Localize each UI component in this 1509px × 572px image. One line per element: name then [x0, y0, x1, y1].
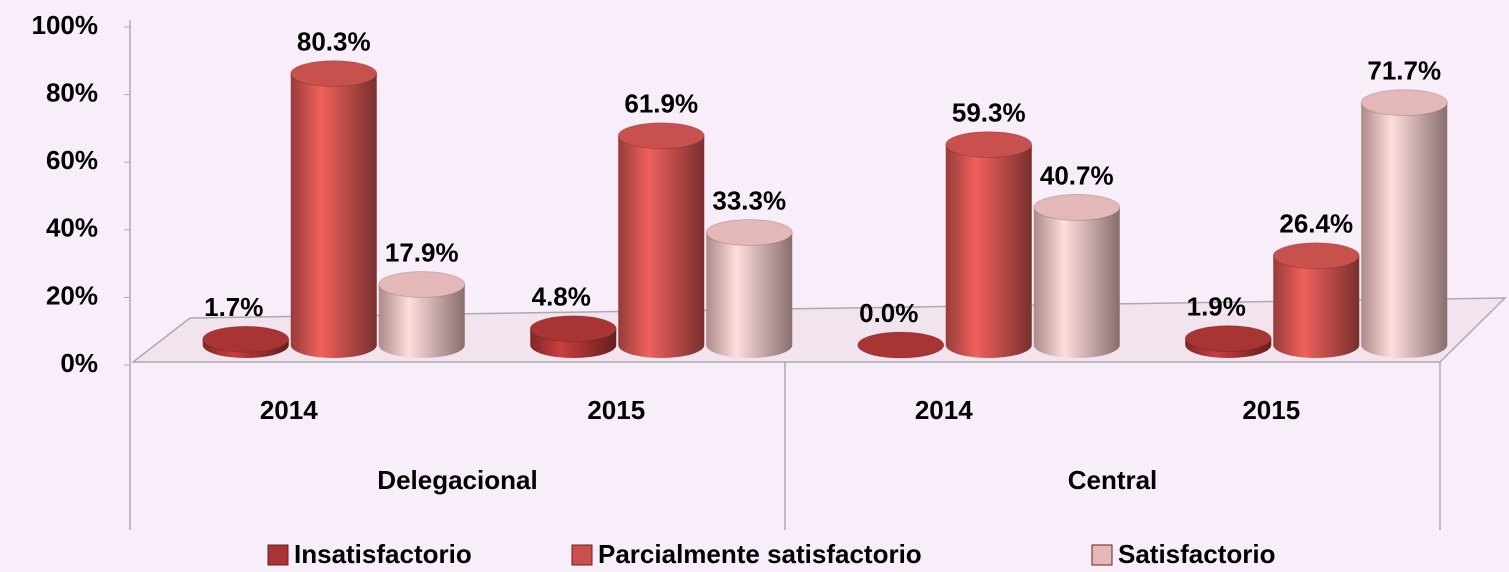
data-label: 71.7%: [1367, 56, 1441, 86]
y-tick-label: 40%: [46, 213, 98, 243]
bar: [618, 135, 705, 358]
bar: [1273, 255, 1360, 358]
bar: [378, 284, 465, 358]
bar-top: [1033, 193, 1121, 221]
x-tick-label: 2015: [1242, 395, 1300, 425]
bar-top: [290, 60, 378, 88]
bar: [945, 144, 1032, 358]
bar-top: [202, 325, 290, 353]
data-label: 1.9%: [1187, 291, 1246, 321]
floor: [130, 297, 1507, 363]
legend-label: Satisfactorio: [1118, 539, 1276, 569]
data-label: 59.3%: [952, 97, 1026, 127]
x-tick-label: 2014: [915, 395, 973, 425]
data-label: 80.3%: [297, 26, 371, 56]
bar-top: [617, 122, 705, 150]
group-label: Central: [1068, 465, 1158, 495]
bar-top: [529, 315, 617, 343]
bar-top: [945, 131, 1033, 159]
data-label: 40.7%: [1040, 160, 1114, 190]
x-tick-label: 2014: [260, 395, 318, 425]
legend-label: Parcialmente satisfactorio: [598, 539, 922, 569]
bar: [290, 73, 377, 358]
data-label: 26.4%: [1279, 209, 1353, 239]
y-tick-label: 60%: [46, 145, 98, 175]
y-tick-label: 20%: [46, 280, 98, 310]
data-label: 4.8%: [532, 282, 591, 312]
data-label: 33.3%: [712, 185, 786, 215]
bar-top: [378, 270, 466, 298]
bar-top: [1272, 242, 1360, 270]
legend-marker: [1091, 544, 1113, 566]
bar: [706, 232, 793, 358]
legend-marker: [571, 544, 593, 566]
bar: [1033, 207, 1120, 358]
bar-top: [857, 331, 945, 359]
data-label: 17.9%: [385, 237, 459, 267]
bar-top: [1360, 89, 1448, 117]
y-tick-label: 0%: [60, 348, 98, 378]
y-tick-label: 80%: [46, 77, 98, 107]
data-label: 61.9%: [624, 89, 698, 119]
data-label: 1.7%: [204, 292, 263, 322]
data-label: 0.0%: [859, 298, 918, 328]
bar: [1361, 102, 1448, 358]
bar-top: [1184, 325, 1272, 353]
x-tick-label: 2015: [587, 395, 645, 425]
group-label: Delegacional: [377, 465, 537, 495]
legend-marker: [267, 544, 289, 566]
legend-label: Insatisfactorio: [294, 539, 472, 569]
y-tick-label: 100%: [32, 10, 99, 40]
bar-top: [705, 218, 793, 246]
